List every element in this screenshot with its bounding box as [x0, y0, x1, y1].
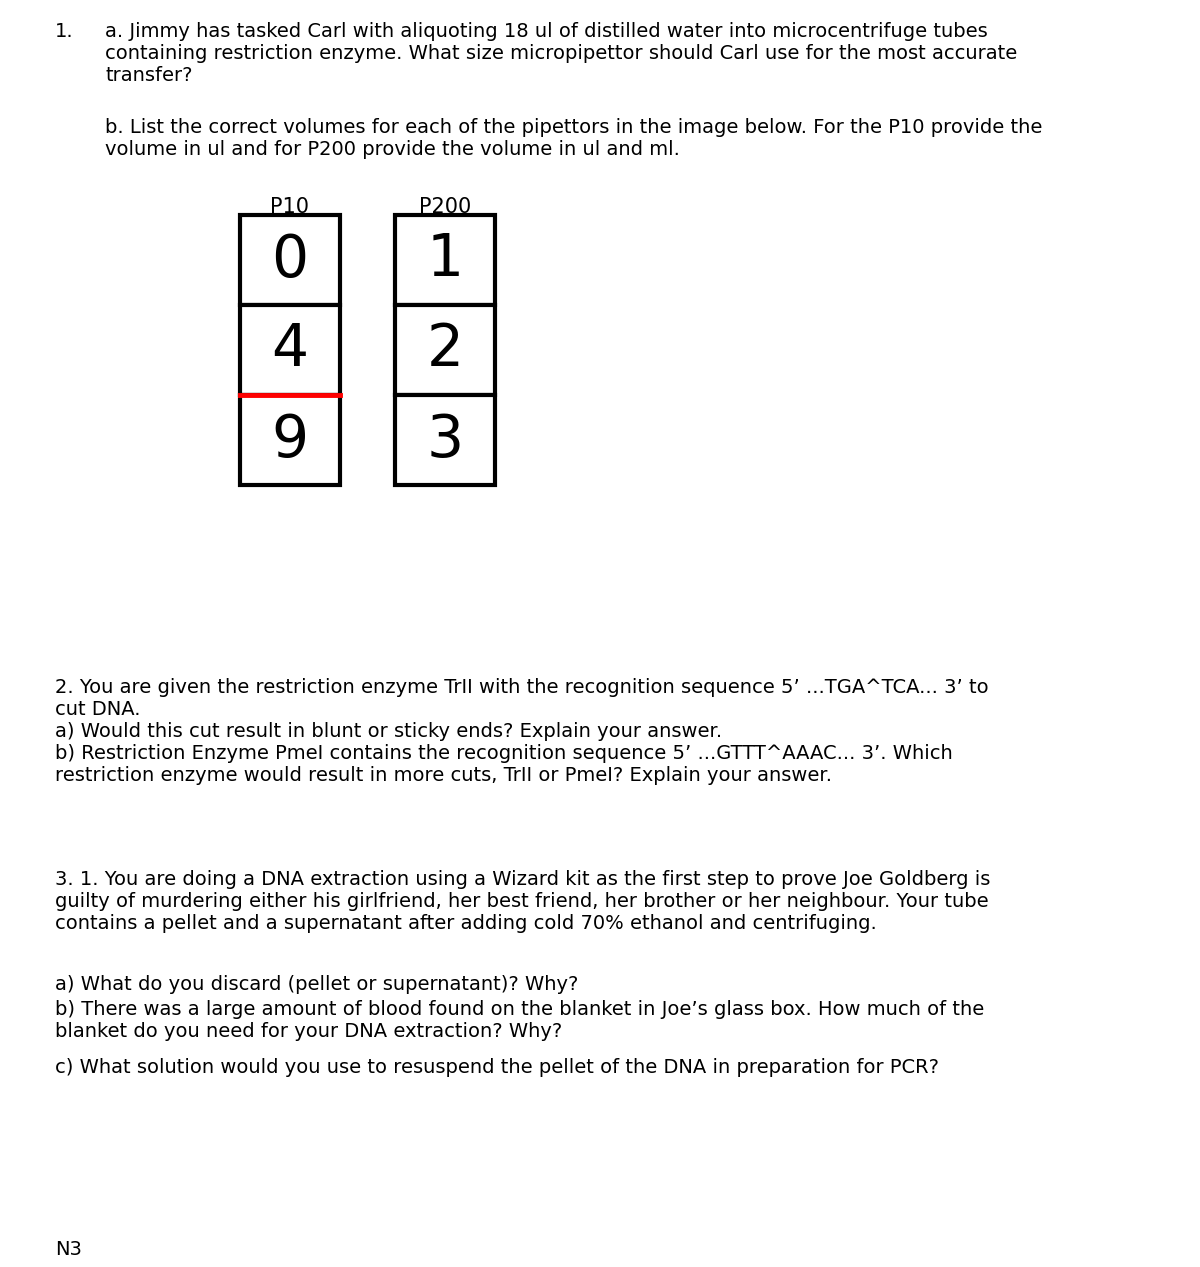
Bar	[395, 305, 496, 395]
Bar	[240, 305, 340, 395]
Text: 9: 9	[271, 412, 308, 469]
Text: b. List the correct volumes for each of the pipettors in the image below. For th: b. List the correct volumes for each of …	[106, 118, 1043, 158]
Text: 3. 1. You are doing a DNA extraction using a Wizard kit as the first step to pro: 3. 1. You are doing a DNA extraction usi…	[55, 870, 990, 933]
Text: b) There was a large amount of blood found on the blanket in Joe’s glass box. Ho: b) There was a large amount of blood fou…	[55, 1000, 984, 1041]
Text: c) What solution would you use to resuspend the pellet of the DNA in preparation: c) What solution would you use to resusp…	[55, 1058, 940, 1077]
Text: 2: 2	[426, 322, 463, 379]
Text: 2. You are given the restriction enzyme TrII with the recognition sequence 5’ ..: 2. You are given the restriction enzyme …	[55, 678, 989, 786]
Text: a. Jimmy has tasked Carl with aliquoting 18 ul of distilled water into microcent: a. Jimmy has tasked Carl with aliquoting…	[106, 22, 1018, 85]
Bar	[395, 215, 496, 305]
Bar	[240, 395, 340, 485]
Bar	[395, 395, 496, 485]
Bar	[240, 215, 340, 305]
Text: a) What do you discard (pellet or supernatant)? Why?: a) What do you discard (pellet or supern…	[55, 976, 578, 995]
Text: 1.: 1.	[55, 22, 73, 41]
Text: 0: 0	[271, 232, 308, 289]
Text: 3: 3	[426, 412, 463, 469]
Text: 1: 1	[426, 232, 463, 289]
Text: P200: P200	[419, 196, 472, 217]
Text: N3: N3	[55, 1240, 82, 1259]
Text: 4: 4	[271, 322, 308, 379]
Text: P10: P10	[270, 196, 310, 217]
